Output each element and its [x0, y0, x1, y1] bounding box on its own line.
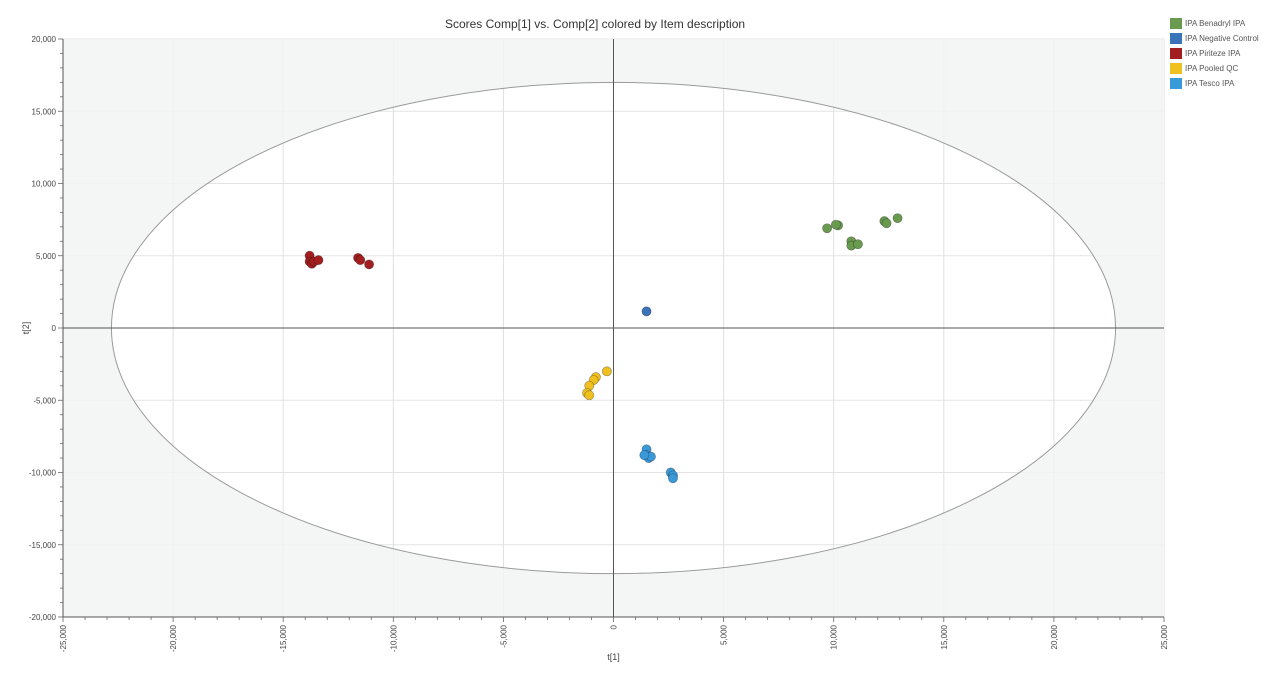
- scatter-point: [364, 259, 375, 270]
- scatter-point: [584, 390, 595, 401]
- scatter-point: [852, 239, 863, 250]
- legend-label: IPA Tesco IPA: [1185, 79, 1235, 88]
- x-tick-label: 0: [610, 624, 619, 629]
- y-tick-label: -5,000: [33, 396, 56, 405]
- y-tick-label: 5,000: [36, 252, 57, 261]
- scatter-point: [601, 366, 612, 377]
- y-tick-label: -15,000: [29, 541, 57, 550]
- ellipse-exterior-shading: [63, 39, 1164, 617]
- x-tick-label: -5,000: [499, 624, 508, 647]
- legend-label: IPA Benadryl IPA: [1185, 19, 1246, 28]
- legend-label: IPA Negative Control: [1185, 34, 1259, 43]
- legend-item-benadryl[interactable]: IPA Benadryl IPA: [1170, 16, 1278, 31]
- legend-item-piriteze[interactable]: IPA Piriteze IPA: [1170, 46, 1278, 61]
- tick-labels: -25,000 -20,000 -15,000 -10,000 -5,000 0 5,000…: [29, 35, 1169, 652]
- legend-label: IPA Pooled QC: [1185, 64, 1239, 73]
- y-tick-label: 0: [52, 324, 57, 333]
- data-points: [304, 213, 903, 484]
- scatter-point: [892, 213, 903, 224]
- legend-item-negative-control[interactable]: IPA Negative Control: [1170, 31, 1278, 46]
- scatter-point: [355, 255, 366, 266]
- x-tick-label: -20,000: [169, 624, 178, 652]
- x-tick-label: 15,000: [940, 624, 949, 649]
- scatter-point: [830, 219, 841, 230]
- scatter-point: [668, 473, 678, 484]
- legend-item-pooled-qc[interactable]: IPA Pooled QC: [1170, 61, 1278, 76]
- legend-swatch: [1170, 18, 1182, 29]
- y-axis-label: t[2]: [21, 322, 31, 335]
- scatter-point: [822, 223, 833, 234]
- y-tick-label: 10,000: [32, 180, 57, 189]
- tick-marks: [58, 38, 1165, 622]
- legend-item-tesco[interactable]: IPA Tesco IPA: [1170, 76, 1278, 91]
- scatter-point: [639, 450, 650, 461]
- legend-swatch: [1170, 33, 1182, 44]
- x-tick-label: 20,000: [1050, 624, 1059, 649]
- y-tick-label: -20,000: [29, 613, 57, 622]
- chart-title: Scores Comp[1] vs. Comp[2] colored by It…: [444, 17, 746, 31]
- x-tick-label: 25,000: [1160, 624, 1169, 649]
- x-tick-label: -25,000: [59, 624, 68, 652]
- legend-swatch: [1170, 48, 1182, 59]
- legend-swatch: [1170, 78, 1182, 89]
- legend: IPA Benadryl IPA IPA Negative Control IP…: [1170, 16, 1278, 91]
- x-tick-label: 5,000: [720, 624, 729, 645]
- legend-swatch: [1170, 63, 1182, 74]
- y-tick-label: -10,000: [29, 469, 57, 478]
- legend-label: IPA Piriteze IPA: [1185, 49, 1241, 58]
- x-tick-label: 10,000: [830, 624, 839, 649]
- x-axis-label: t[1]: [607, 652, 620, 662]
- x-tick-label: -10,000: [389, 624, 398, 652]
- y-tick-label: 15,000: [32, 107, 57, 116]
- x-tick-label: -15,000: [279, 624, 288, 652]
- scatter-point: [313, 255, 324, 266]
- scatter-point: [641, 306, 652, 317]
- y-tick-label: 20,000: [32, 35, 57, 44]
- scatter-point: [881, 218, 892, 229]
